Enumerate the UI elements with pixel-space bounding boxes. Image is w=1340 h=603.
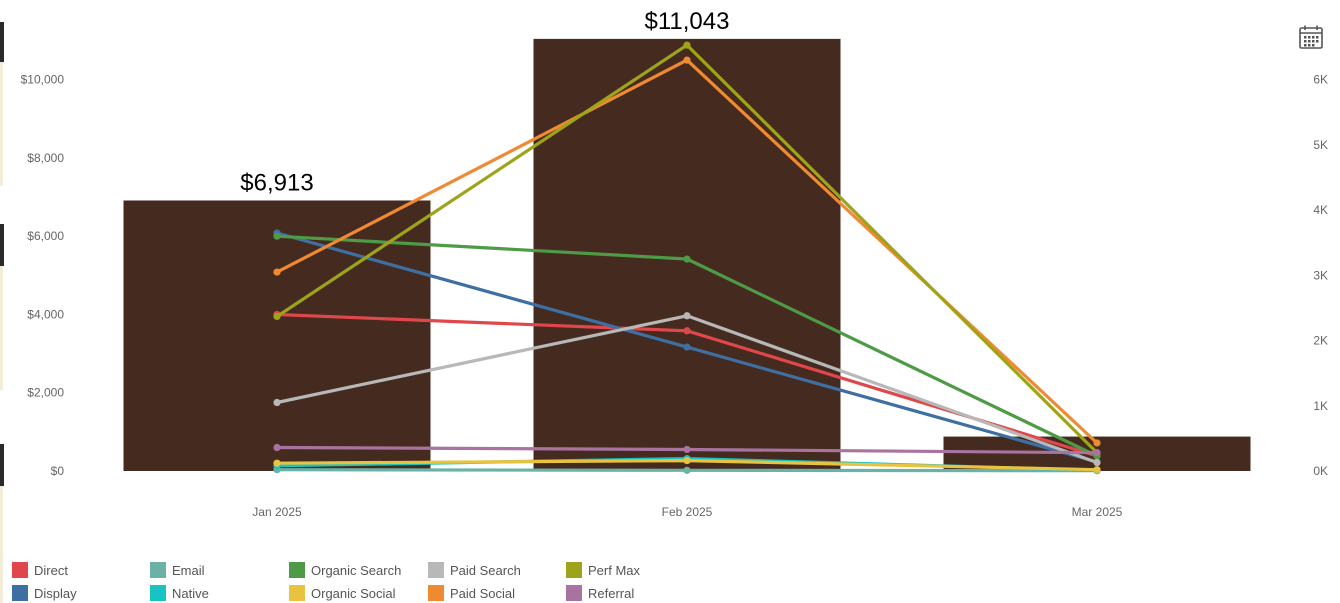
legend-item-display[interactable]: Display: [12, 584, 77, 602]
point-paid-search-jan-2025: [273, 398, 281, 407]
point-email-feb-2025: [683, 466, 691, 474]
bar-value-label-jan-2025: $6,913: [240, 169, 313, 196]
right-axis-tick-3: 3K: [1313, 268, 1328, 282]
legend-item-native[interactable]: Native: [150, 584, 209, 602]
edge-strip-3: [0, 486, 3, 603]
point-paid-search-mar-2025: [1093, 458, 1101, 467]
point-referral-mar-2025: [1093, 449, 1101, 457]
bar-feb-2025: [533, 38, 841, 472]
legend-label-organic-social: Organic Social: [311, 585, 396, 601]
point-organic-social-feb-2025: [683, 456, 691, 465]
legend-label-display: Display: [34, 585, 77, 601]
legend: Direct Display Email Native Organic Search Or…: [12, 561, 712, 601]
point-organic-social-mar-2025: [1093, 466, 1101, 474]
legend-item-referral[interactable]: Referral: [566, 584, 634, 602]
legend-swatch-paid-social: [428, 585, 444, 601]
legend-item-email[interactable]: Email: [150, 561, 205, 579]
legend-swatch-referral: [566, 585, 582, 601]
legend-item-organic-search[interactable]: Organic Search: [289, 561, 401, 579]
legend-item-paid-search[interactable]: Paid Search: [428, 561, 521, 579]
left-axis-tick-3: $6,000: [27, 229, 64, 243]
right-axis-tick-6: 6K: [1313, 73, 1328, 87]
point-referral-jan-2025: [273, 443, 281, 452]
legend-label-paid-search: Paid Search: [450, 562, 521, 578]
point-paid-search-feb-2025: [683, 312, 691, 320]
x-axis-tick-mar-2025: Mar 2025: [1072, 505, 1123, 519]
legend-label-referral: Referral: [588, 585, 635, 601]
left-axis-tick-1: $2,000: [27, 386, 64, 400]
right-axis-tick-1: 1K: [1313, 399, 1328, 413]
legend-label-native: Native: [172, 585, 209, 601]
legend-swatch-email: [150, 562, 166, 578]
legend-item-perf-max[interactable]: Perf Max: [566, 561, 640, 579]
edge-strip-1: [0, 62, 3, 186]
legend-label-email: Email: [172, 562, 205, 578]
legend-swatch-organic-social: [289, 585, 305, 601]
point-referral-feb-2025: [683, 445, 691, 454]
bar-value-label-feb-2025: $11,043: [645, 8, 730, 35]
calendar-icon[interactable]: [1298, 24, 1324, 50]
point-organic-search-feb-2025: [683, 255, 691, 263]
edge-marker-2: [0, 224, 4, 266]
point-paid-social-feb-2025: [683, 56, 691, 64]
legend-item-organic-social[interactable]: Organic Social: [289, 584, 396, 602]
point-organic-social-jan-2025: [273, 459, 281, 467]
legend-swatch-organic-search: [289, 562, 305, 578]
x-axis-tick-jan-2025: Jan 2025: [252, 505, 302, 519]
legend-label-organic-search: Organic Search: [311, 562, 402, 578]
point-paid-social-mar-2025: [1093, 439, 1101, 447]
point-paid-social-jan-2025: [273, 268, 281, 276]
left-axis-tick-0: $0: [51, 464, 65, 478]
legend-label-paid-social: Paid Social: [450, 585, 516, 601]
point-direct-feb-2025: [683, 327, 691, 335]
legend-swatch-direct: [12, 562, 28, 578]
right-axis-tick-4: 4K: [1313, 203, 1328, 217]
point-display-feb-2025: [683, 343, 691, 351]
legend-item-direct[interactable]: Direct: [12, 561, 68, 579]
x-axis-tick-feb-2025: Feb 2025: [662, 505, 713, 519]
bar-jan-2025: [123, 200, 431, 471]
edge-strip-2: [0, 266, 3, 390]
left-axis-tick-4: $8,000: [27, 151, 64, 165]
right-axis-tick-2: 2K: [1313, 334, 1328, 348]
legend-swatch-native: [150, 585, 166, 601]
legend-label-direct: Direct: [34, 562, 68, 578]
point-perf-max-jan-2025: [273, 312, 281, 321]
point-organic-search-jan-2025: [273, 232, 281, 240]
legend-label-perf-max: Perf Max: [588, 562, 641, 578]
left-axis-tick-5: $10,000: [21, 73, 65, 87]
legend-swatch-paid-search: [428, 562, 444, 578]
legend-swatch-perf-max: [566, 562, 582, 578]
edge-marker-1: [0, 22, 4, 62]
legend-swatch-display: [12, 585, 28, 601]
right-axis-tick-0: 0K: [1313, 464, 1328, 478]
point-perf-max-feb-2025: [683, 41, 691, 49]
left-axis-tick-2: $4,000: [27, 307, 64, 321]
edge-marker-3: [0, 444, 4, 486]
right-axis-tick-5: 5K: [1313, 138, 1328, 152]
legend-item-paid-social[interactable]: Paid Social: [428, 584, 515, 602]
